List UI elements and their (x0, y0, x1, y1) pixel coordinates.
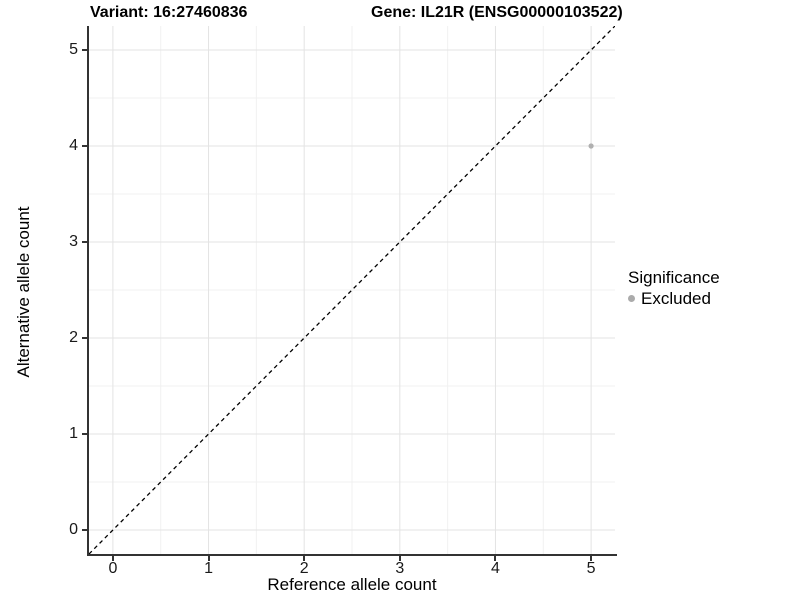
plot-panel (88, 25, 616, 555)
y-tick-label: 0 (69, 521, 78, 538)
x-tick-mark (398, 556, 401, 561)
x-tick-mark (303, 556, 306, 561)
y-axis-title: Alternative allele count (14, 206, 33, 378)
legend: Significance Excluded (628, 268, 720, 308)
x-tick-mark (494, 556, 497, 561)
variant-title: Variant: 16:27460836 (90, 4, 248, 21)
x-tick-label: 0 (108, 560, 118, 577)
y-tick-mark (82, 145, 87, 147)
y-axis-line (87, 26, 89, 556)
x-tick-label: 3 (395, 560, 405, 577)
y-tick-mark (82, 433, 87, 435)
y-tick-mark (82, 337, 87, 339)
x-tick-label: 2 (299, 560, 309, 577)
y-tick-label: 4 (69, 137, 78, 154)
x-tick-mark (207, 556, 210, 561)
y-tick-mark (82, 529, 87, 531)
data-point (588, 143, 594, 149)
x-tick-label: 4 (491, 560, 500, 577)
y-tick-label: 2 (69, 329, 78, 346)
x-tick-label: 5 (586, 560, 596, 577)
y-tick-label: 3 (69, 233, 78, 250)
x-tick-label: 1 (204, 560, 213, 577)
legend-item-excluded: Excluded (628, 289, 720, 308)
x-axis-line (87, 554, 617, 556)
x-tick-mark (111, 556, 114, 561)
legend-item-label: Excluded (641, 289, 711, 308)
gene-title: Gene: IL21R (ENSG00000103522) (371, 4, 623, 21)
y-tick-mark (82, 49, 87, 51)
plot-canvas (88, 25, 616, 555)
y-tick-label: 1 (69, 425, 78, 442)
legend-point-icon (628, 295, 635, 302)
x-tick-mark (590, 556, 593, 561)
y-tick-mark (82, 241, 87, 243)
y-tick-label: 5 (69, 41, 78, 58)
x-axis-title: Reference allele count (267, 575, 437, 594)
legend-title: Significance (628, 268, 720, 287)
